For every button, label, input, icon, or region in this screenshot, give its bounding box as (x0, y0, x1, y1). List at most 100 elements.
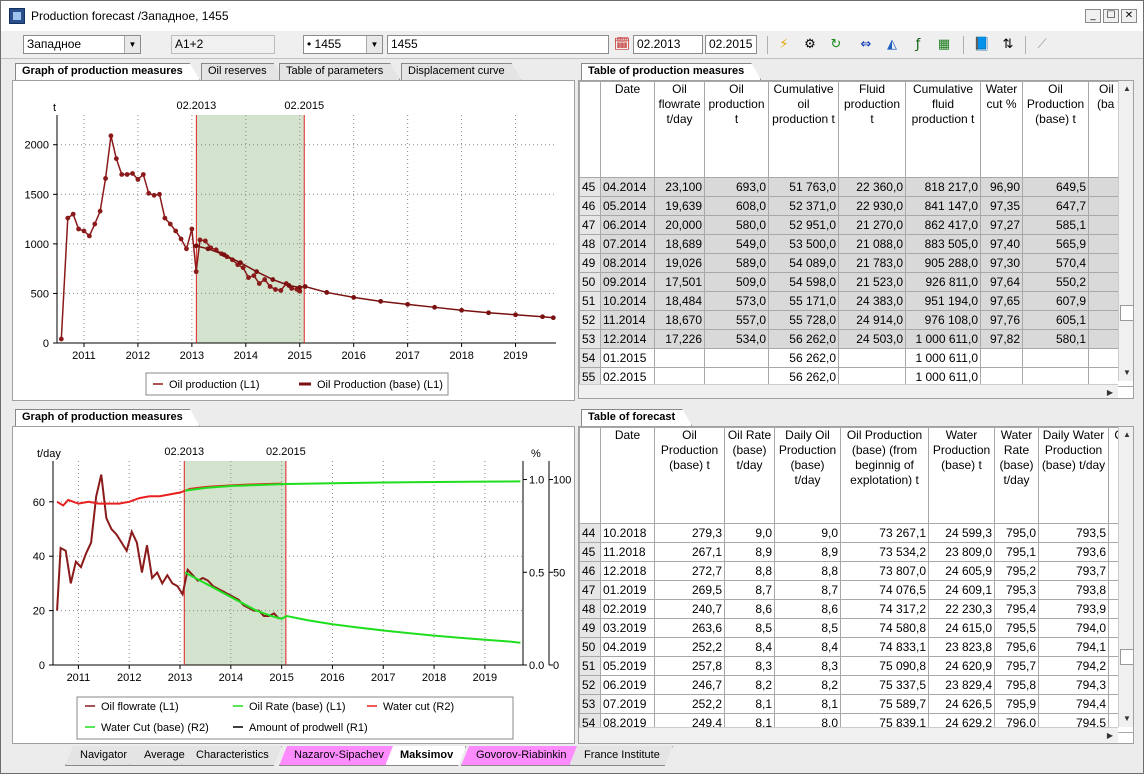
table-cell[interactable]: 74 580,8 (840, 618, 929, 638)
column-header[interactable]: Oil Production (base) t (654, 427, 725, 524)
table-cell[interactable]: 22 930,0 (838, 196, 906, 216)
table-cell[interactable]: 509,0 (704, 272, 769, 292)
row-number[interactable]: 47 (579, 215, 601, 235)
table-cell[interactable]: 793,5 (1038, 523, 1109, 543)
lightning-icon[interactable]: ⚡ (779, 37, 789, 52)
column-header[interactable]: Oil production t (704, 81, 769, 178)
table-cell[interactable]: 585,1 (1022, 215, 1089, 235)
bottom-tab-navigator[interactable]: Navigator (65, 746, 140, 766)
measures-vertical-scrollbar[interactable]: ▲ ▼ (1118, 81, 1133, 381)
field-select[interactable]: Западное ▼ (23, 35, 141, 54)
table-cell[interactable]: 97,40 (980, 234, 1023, 254)
table-cell[interactable]: 8,5 (774, 618, 841, 638)
table-cell[interactable]: 23 829,4 (928, 675, 995, 695)
table-cell[interactable]: 570,4 (1022, 253, 1089, 273)
table-cell[interactable]: 589,0 (704, 253, 769, 273)
table-row[interactable]: 45 11.2018 267,1 8,9 8,9 73 534,2 23 809,0 795,… (579, 542, 1133, 562)
graph-disabled-icon[interactable]: ⟋ (1037, 37, 1047, 52)
table-cell[interactable]: 8,9 (724, 542, 775, 562)
table-row[interactable]: 48 02.2019 240,7 8,6 8,6 74 317,2 22 230,3 795,… (579, 599, 1133, 619)
table-cell[interactable]: 21 783,0 (838, 253, 906, 273)
table-cell[interactable]: 23 809,0 (928, 542, 995, 562)
table-row[interactable]: 50 04.2019 252,2 8,4 8,4 74 833,1 23 823,8 795,… (579, 637, 1133, 657)
table-cell[interactable]: 647,7 (1022, 196, 1089, 216)
table-cell[interactable] (980, 348, 1023, 368)
table-cell[interactable]: 8,4 (724, 637, 775, 657)
table-cell[interactable]: 550,2 (1022, 272, 1089, 292)
table-cell[interactable]: 795,5 (994, 618, 1039, 638)
table-cell[interactable]: 8,1 (774, 694, 841, 714)
table-cell[interactable]: 18,689 (654, 234, 705, 254)
table-cell[interactable]: 794,4 (1038, 694, 1109, 714)
table-cell[interactable]: 580,0 (704, 215, 769, 235)
column-header[interactable]: Oil Production (base) (from beginnig of … (840, 427, 929, 524)
table-cell[interactable]: 240,7 (654, 599, 725, 619)
table-cell[interactable]: 52 951,0 (768, 215, 839, 235)
table-cell[interactable]: 263,6 (654, 618, 725, 638)
table-cell[interactable]: 97,82 (980, 329, 1023, 349)
formula-icon[interactable]: ƒ (915, 37, 921, 52)
table-cell[interactable]: 97,64 (980, 272, 1023, 292)
table-cell[interactable]: 55 171,0 (768, 291, 839, 311)
table-cell[interactable]: 608,0 (704, 196, 769, 216)
table-cell[interactable]: 24 914,0 (838, 310, 906, 330)
table-cell[interactable]: 841 147,0 (905, 196, 981, 216)
table-cell[interactable]: 24 609,1 (928, 580, 995, 600)
scroll-right-icon[interactable]: ▶ (1106, 731, 1114, 740)
bottom-tab-france-institute[interactable]: France Institute (569, 746, 673, 766)
table-cell[interactable]: 795,8 (994, 675, 1039, 695)
table-cell[interactable] (838, 367, 906, 387)
chevron-down-icon[interactable]: ▼ (124, 36, 140, 53)
table-row[interactable]: 55 02.2015 56 262,0 1 000 611,0 (579, 367, 1133, 387)
table-cell[interactable] (1022, 348, 1089, 368)
date-to-field[interactable]: 02.2015 (705, 35, 757, 54)
table-cell[interactable]: 18,484 (654, 291, 705, 311)
cursor-icon[interactable]: ⇅ (1002, 37, 1014, 52)
table-cell[interactable]: 06.2019 (600, 675, 655, 695)
row-number[interactable]: 45 (579, 177, 601, 197)
row-number[interactable]: 50 (579, 637, 601, 657)
table-cell[interactable]: 51 763,0 (768, 177, 839, 197)
table-cell[interactable]: 24 599,3 (928, 523, 995, 543)
table-cell[interactable]: 8,9 (774, 542, 841, 562)
table-cell[interactable]: 22 230,3 (928, 599, 995, 619)
table-cell[interactable]: 8,3 (774, 656, 841, 676)
layer-field[interactable]: A1+2 (171, 35, 275, 54)
table-cell[interactable]: 07.2019 (600, 694, 655, 714)
table-cell[interactable]: 75 090,8 (840, 656, 929, 676)
scroll-up-icon[interactable]: ▲ (1123, 430, 1131, 439)
bottom-tab-nazarov-sipachev[interactable]: Nazarov-Sipachev (279, 746, 397, 766)
column-header[interactable]: Oil Production (base) t (1022, 81, 1089, 178)
table-cell[interactable]: 21 088,0 (838, 234, 906, 254)
table-cell[interactable]: 8,3 (724, 656, 775, 676)
table-cell[interactable]: 54 598,0 (768, 272, 839, 292)
table-cell[interactable]: 794,0 (1038, 618, 1109, 638)
column-header[interactable]: Cumulative fluid production t (905, 81, 981, 178)
table-cell[interactable]: 795,7 (994, 656, 1039, 676)
table-cell[interactable]: 52 371,0 (768, 196, 839, 216)
table-row[interactable]: 49 03.2019 263,6 8,5 8,5 74 580,8 24 615,0 795,… (579, 618, 1133, 638)
table-row[interactable]: 47 01.2019 269,5 8,7 8,7 74 076,5 24 609,1 795,… (579, 580, 1133, 600)
table-cell[interactable]: 24 503,0 (838, 329, 906, 349)
table-cell[interactable]: 21 270,0 (838, 215, 906, 235)
table-cell[interactable]: 649,5 (1022, 177, 1089, 197)
table-cell[interactable]: 12.2014 (600, 329, 655, 349)
table-row[interactable]: 52 06.2019 246,7 8,2 8,2 75 337,5 23 829,4 795,… (579, 675, 1133, 695)
table-cell[interactable]: 573,0 (704, 291, 769, 311)
table-row[interactable]: 54 01.2015 56 262,0 1 000 611,0 (579, 348, 1133, 368)
row-number[interactable]: 52 (579, 310, 601, 330)
bottom-tab-govorov-riabinkin[interactable]: Govorov-Riabinkin (461, 746, 579, 766)
table-cell[interactable]: 23,100 (654, 177, 705, 197)
table-cell[interactable]: 605,1 (1022, 310, 1089, 330)
tab-table-of-forecast[interactable]: Table of forecast (581, 409, 692, 426)
table-cell[interactable]: 19,026 (654, 253, 705, 273)
table-cell[interactable]: 18,670 (654, 310, 705, 330)
table-cell[interactable]: 905 288,0 (905, 253, 981, 273)
table-cell[interactable]: 795,1 (994, 542, 1039, 562)
bottom-tab-average[interactable]: Average (129, 746, 198, 766)
maximize-button[interactable]: ☐ (1103, 9, 1119, 23)
row-number[interactable]: 48 (579, 234, 601, 254)
table-cell[interactable]: 926 811,0 (905, 272, 981, 292)
tab-oil-reserves[interactable]: Oil reserves (201, 63, 284, 80)
well-name-field[interactable]: 1455 (387, 35, 609, 54)
